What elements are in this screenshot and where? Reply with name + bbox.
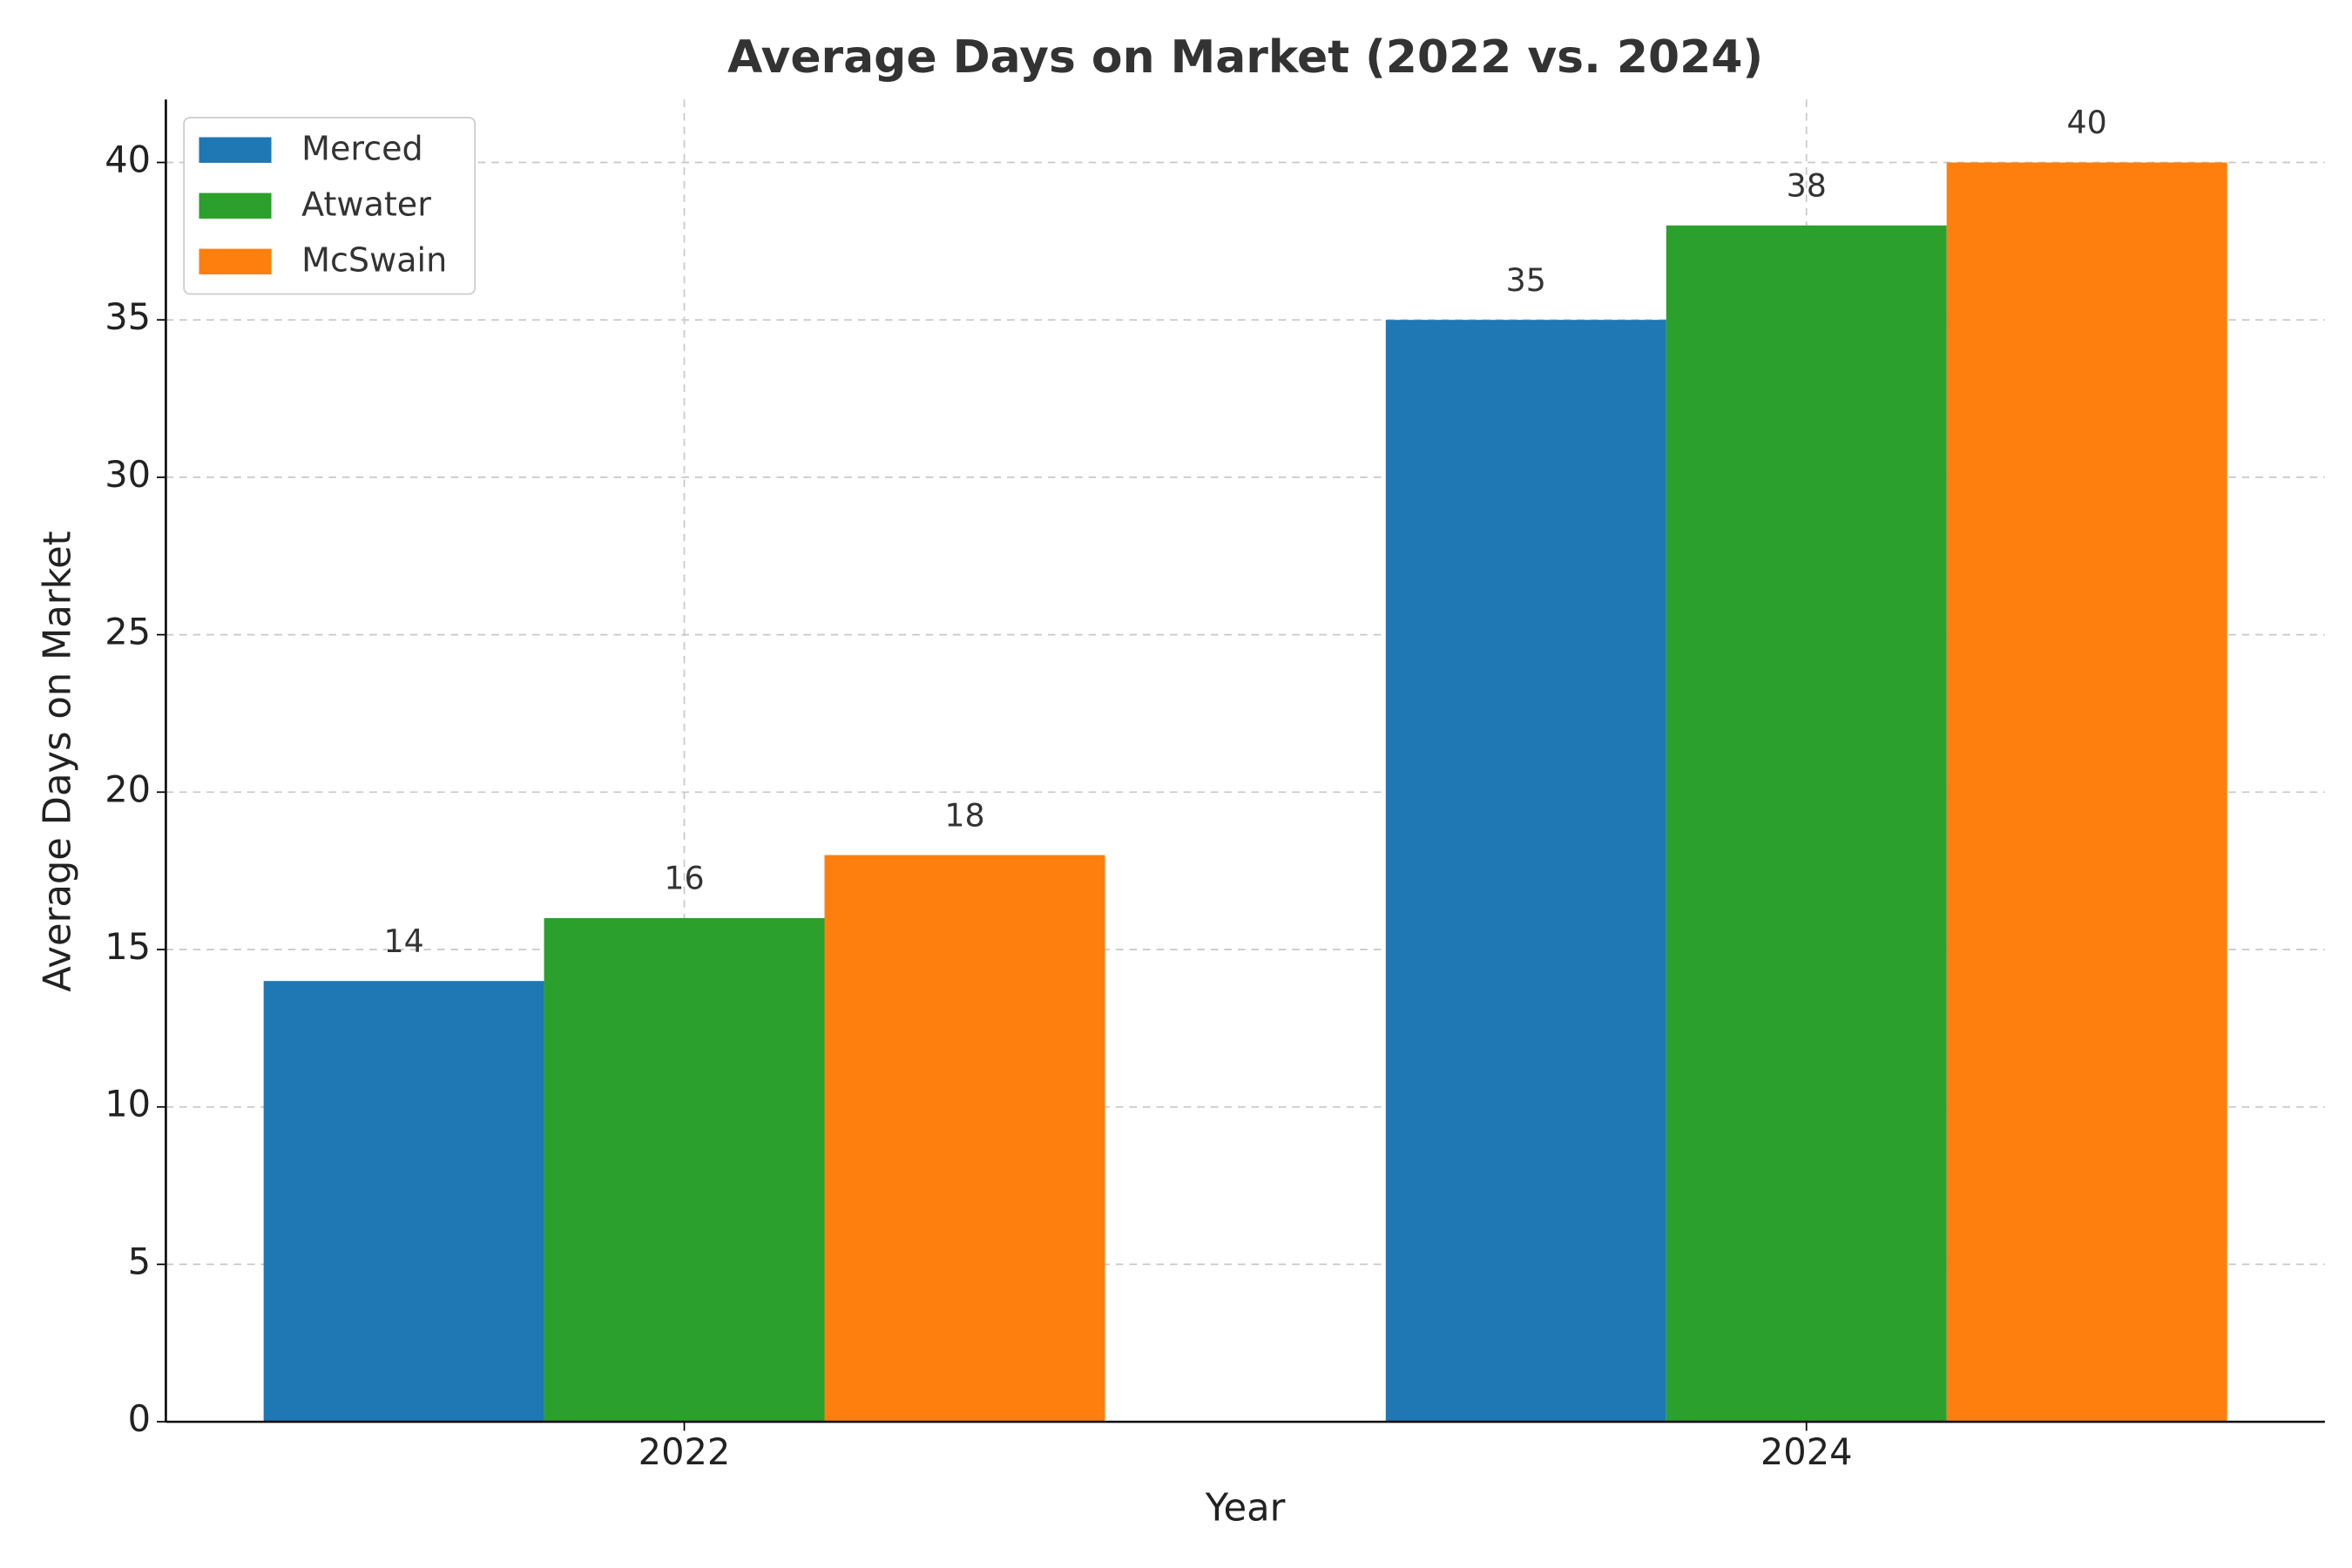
- data-label: 40: [2067, 104, 2107, 141]
- bar: [263, 981, 544, 1423]
- data-label: 38: [1787, 167, 1827, 205]
- y-tick-label: 0: [128, 1397, 151, 1440]
- bar: [824, 855, 1105, 1423]
- legend-label: Merced: [301, 130, 423, 168]
- x-tick-label: 2022: [639, 1430, 731, 1473]
- x-tick-label: 2024: [1761, 1430, 1853, 1473]
- legend-swatch: [199, 137, 272, 163]
- legend: Merced Atwater McSwain: [183, 117, 476, 295]
- bar: [1666, 225, 1947, 1423]
- x-axis-label: Year: [1205, 1487, 1286, 1531]
- y-tick-label: 25: [105, 611, 151, 653]
- data-label: 14: [383, 923, 423, 960]
- y-tick-label: 10: [105, 1083, 151, 1125]
- legend-label: McSwain: [301, 241, 447, 280]
- y-tick-label: 15: [105, 925, 151, 968]
- y-tick-label: 30: [105, 453, 151, 496]
- data-label: 35: [1506, 261, 1546, 299]
- bar: [1385, 320, 1666, 1423]
- bar: [1946, 162, 2227, 1423]
- chart-title: Average Days on Market (2022 vs. 2024): [727, 31, 1763, 84]
- data-label: 16: [664, 860, 704, 897]
- y-axis-label: Average Days on Market: [37, 531, 80, 991]
- bar: [544, 917, 825, 1423]
- y-tick-label: 40: [105, 139, 151, 181]
- bars: 14 35 16 38 18 40: [263, 104, 2227, 1423]
- legend-swatch: [199, 248, 272, 274]
- y-tick-label: 35: [105, 295, 151, 338]
- legend-swatch: [199, 193, 272, 219]
- data-label: 18: [944, 796, 984, 834]
- legend-label: Atwater: [301, 186, 431, 224]
- y-tick-label: 5: [128, 1240, 151, 1282]
- y-tick-label: 20: [105, 767, 151, 810]
